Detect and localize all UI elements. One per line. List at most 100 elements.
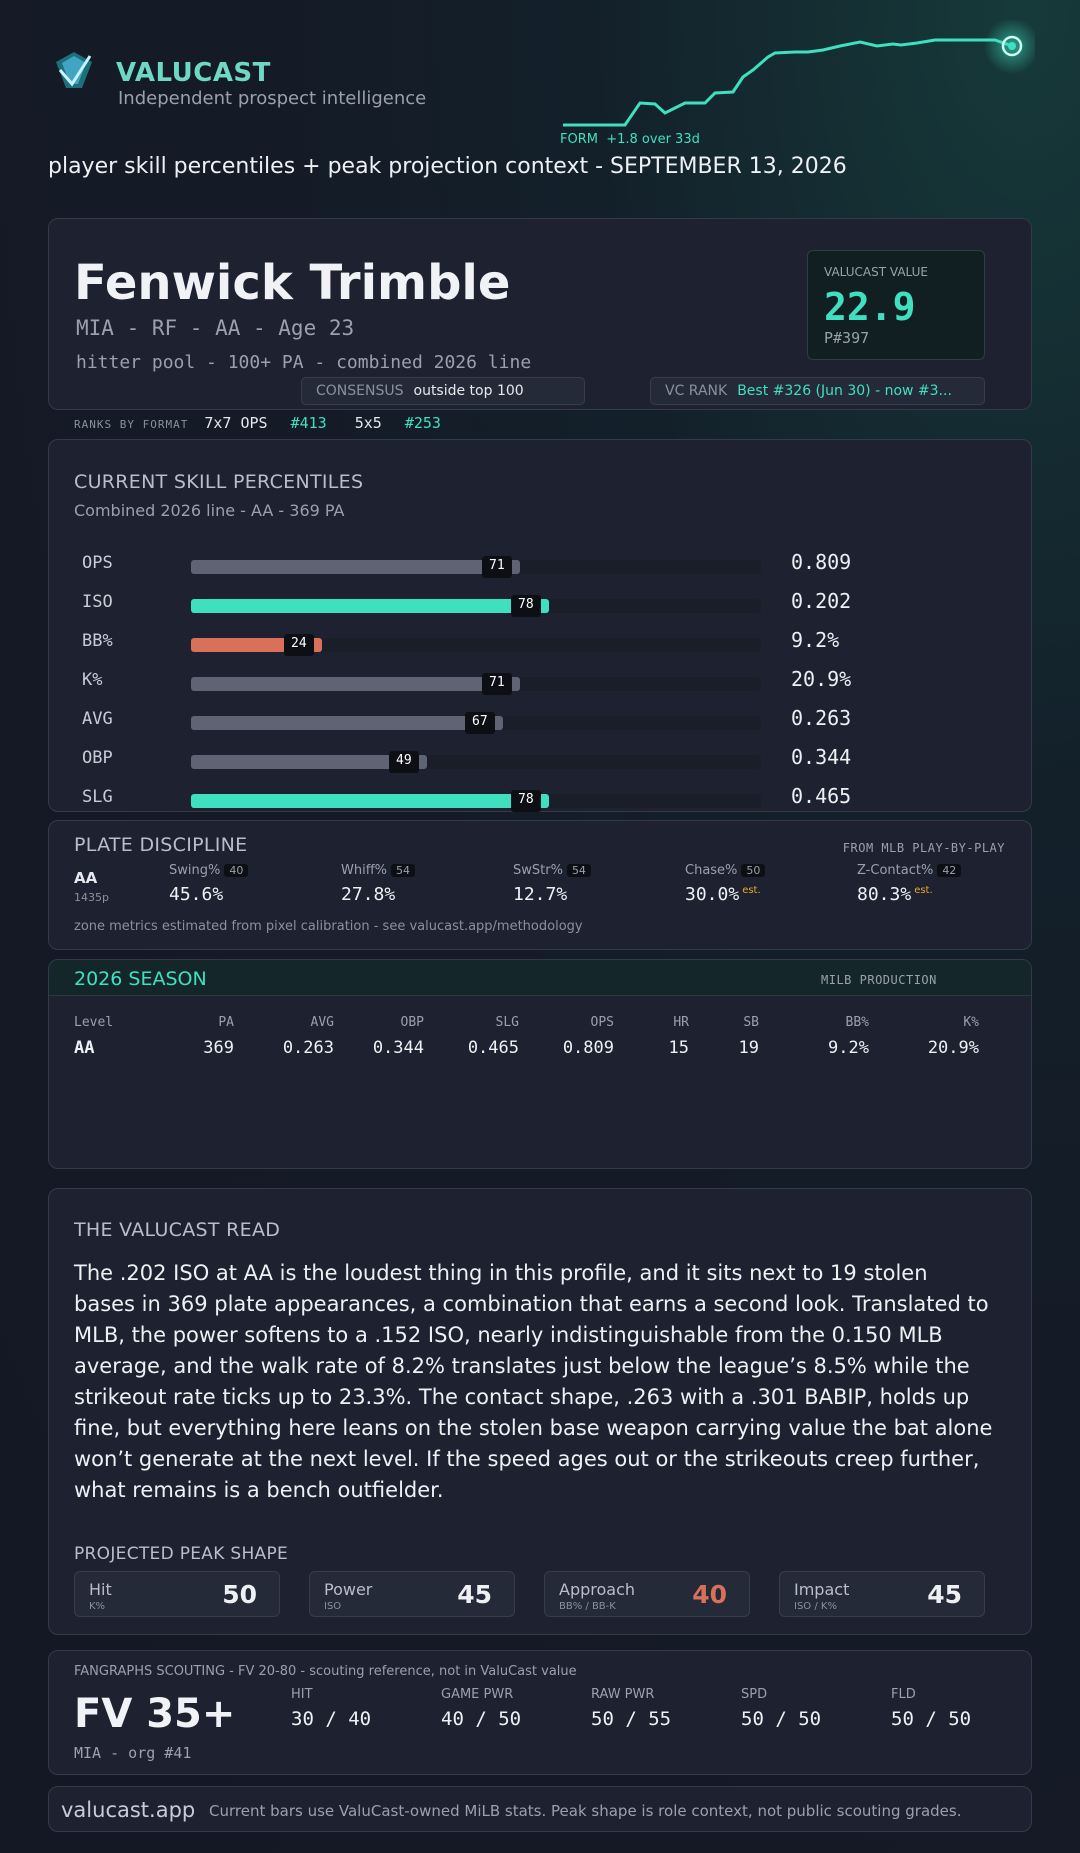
season-panel: 2026 SEASON MILB PRODUCTION Level PA AVG OB…	[48, 959, 1032, 1169]
peak-basis: BB% / BB-K	[559, 1601, 616, 1612]
grade-name: GAME PWR	[441, 1687, 514, 1702]
vc-value-label: VALUCAST VALUE	[824, 265, 928, 279]
estimate-flag: est.	[914, 885, 933, 896]
skill-fill	[191, 560, 520, 574]
grade-name: FLD	[891, 1687, 916, 1702]
metric-value: 30.0% est.	[685, 884, 761, 905]
season-table-header: Level PA AVG OBP SLG OPS HR SB BB% K%	[74, 1010, 979, 1034]
scouting-grade: RAW PWR 50 / 55	[591, 1687, 671, 1730]
brand-name: VALUCAST	[116, 58, 271, 88]
skill-row-obp: OBP 49 0.344	[49, 744, 1031, 774]
skill-name: ISO	[82, 592, 113, 612]
metric-percentile: 42	[937, 864, 962, 877]
grade-name: RAW PWR	[591, 1687, 655, 1702]
plate-note: zone metrics estimated from pixel calibr…	[74, 919, 583, 934]
metric-percentile: 54	[391, 864, 416, 877]
peak-name: Power	[324, 1580, 373, 1599]
brand-tagline: Independent prospect intelligence	[118, 88, 427, 109]
footer: valucast.app Current bars use ValuCast-o…	[48, 1786, 1032, 1832]
skill-row-slg: SLG 78 0.465	[49, 783, 1031, 813]
season-cell: 15	[668, 1038, 689, 1058]
skill-row-k-pct: K% 71 20.9%	[49, 666, 1031, 696]
scouting-grade: HIT 30 / 40	[291, 1687, 371, 1730]
skill-percentile: 67	[465, 712, 495, 734]
consensus-label: CONSENSUS	[316, 383, 404, 399]
valucast-read-panel: THE VALUCAST READ The .202 ISO at AA is …	[48, 1188, 1032, 1635]
skill-fill	[191, 677, 520, 691]
plate-metric: Z-Contact% 42 80.3% est.	[857, 863, 962, 905]
peak-name: Approach	[559, 1580, 636, 1599]
season-cell: AA	[74, 1038, 95, 1058]
skill-name: AVG	[82, 709, 113, 729]
metric-name: Swing% 40	[169, 863, 249, 878]
season-cell: 0.809	[562, 1038, 614, 1058]
skill-percentile: 78	[511, 790, 541, 812]
read-body: The .202 ISO at AA is the loudest thing …	[74, 1261, 993, 1502]
skill-track: 78	[191, 595, 761, 617]
peak-grade: 45	[457, 1580, 492, 1609]
scouting-grade: SPD 50 / 50	[741, 1687, 821, 1730]
plate-metric: SwStr% 54 12.7%	[513, 863, 591, 905]
peak-name: Impact	[794, 1580, 850, 1599]
format-1: 7x7 OPS #413	[204, 414, 327, 432]
plate-pitches: 1435p	[74, 891, 109, 904]
skill-row-iso: ISO 78 0.202	[49, 588, 1031, 618]
season-col-header: PA	[218, 1014, 234, 1030]
ranks-by-format: RANKS BY FORMAT 7x7 OPS #413 5x5 #253	[74, 414, 469, 432]
player-pool: hitter pool - 100+ PA - combined 2026 li…	[76, 352, 532, 373]
skill-row-avg: AVG 67 0.263	[49, 705, 1031, 735]
skill-row-bb-pct: BB% 24 9.2%	[49, 627, 1031, 657]
peak-power: Power ISO 45	[309, 1571, 515, 1617]
season-col-header: OPS	[590, 1014, 614, 1030]
vc-rank-pill: VC RANK Best #326 (Jun 30) - now #3...	[650, 377, 985, 405]
page-subtitle: player skill percentiles + peak projecti…	[48, 154, 847, 179]
skill-name: OBP	[82, 748, 113, 768]
site-link[interactable]: valucast.app	[61, 1798, 196, 1822]
skill-percentile: 78	[511, 595, 541, 617]
formats-label: RANKS BY FORMAT	[74, 418, 189, 431]
season-col-header: BB%	[845, 1014, 869, 1030]
vcrank-value: Best #326 (Jun 30) - now #3...	[737, 383, 952, 399]
grade-name: SPD	[741, 1687, 768, 1702]
plate-metric: Swing% 40 45.6%	[169, 863, 249, 905]
skill-fill	[191, 755, 427, 769]
skill-fill	[191, 599, 549, 613]
grade-value: 30 / 40	[291, 1708, 372, 1730]
vc-rank: P#397	[824, 329, 870, 347]
peak-approach: Approach BB% / BB-K 40	[544, 1571, 750, 1617]
metric-name: SwStr% 54	[513, 863, 591, 878]
peak-name: Hit	[89, 1580, 112, 1599]
consensus-pill: CONSENSUS outside top 100	[301, 377, 585, 405]
vcrank-label: VC RANK	[665, 383, 728, 399]
season-col-header: SLG	[495, 1014, 519, 1030]
peak-basis: ISO	[324, 1601, 342, 1612]
season-cell: 0.344	[372, 1038, 424, 1058]
skill-track: 78	[191, 790, 761, 812]
skill-name: BB%	[82, 631, 113, 651]
skill-value: 0.263	[791, 706, 852, 730]
season-col-header: K%	[963, 1014, 979, 1030]
metric-value: 12.7%	[513, 884, 568, 905]
player-name: Fenwick Trimble	[74, 255, 511, 311]
consensus-value: outside top 100	[413, 383, 524, 399]
metric-percentile: 54	[566, 864, 591, 877]
format-2: 5x5 #253	[354, 414, 441, 432]
skill-percentile: 24	[284, 634, 314, 656]
skill-name: OPS	[82, 553, 113, 573]
player-meta: MIA - RF - AA - Age 23	[76, 316, 355, 340]
skill-value: 0.344	[791, 745, 852, 769]
metric-percentile: 50	[741, 864, 766, 877]
scouting-grade: GAME PWR 40 / 50	[441, 1687, 521, 1730]
skill-value: 0.809	[791, 550, 852, 574]
grade-value: 50 / 50	[741, 1708, 822, 1730]
season-col-header: SB	[743, 1014, 759, 1030]
season-col-header: AVG	[310, 1014, 334, 1030]
skill-percentiles-panel: CURRENT SKILL PERCENTILES Combined 2026 …	[48, 439, 1032, 812]
plate-title: PLATE DISCIPLINE	[74, 834, 248, 856]
grade-value: 40 / 50	[441, 1708, 522, 1730]
plate-source: FROM MLB PLAY-BY-PLAY	[842, 841, 1005, 855]
read-title: THE VALUCAST READ	[74, 1219, 281, 1241]
metric-name: Chase% 50	[685, 863, 766, 878]
season-cell: 0.465	[467, 1038, 519, 1058]
peak-grade: 45	[927, 1580, 962, 1609]
